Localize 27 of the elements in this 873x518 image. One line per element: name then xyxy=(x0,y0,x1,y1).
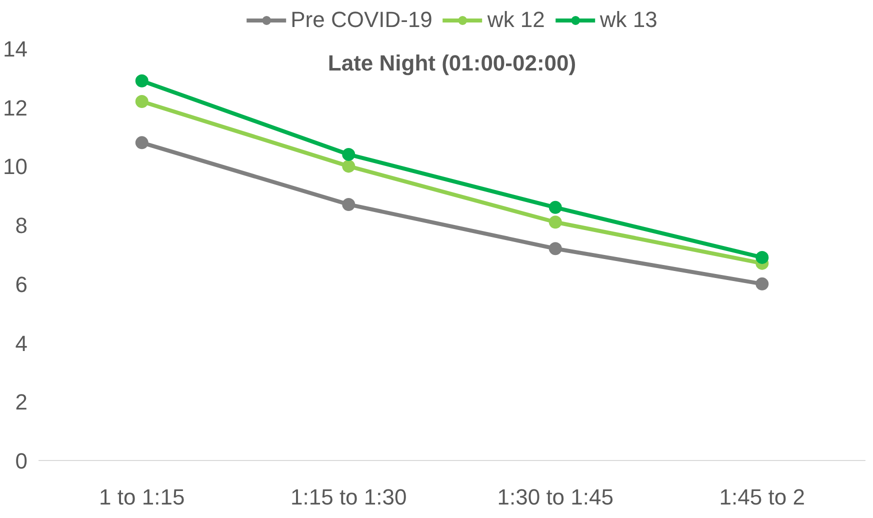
y-tick-label: 0 xyxy=(15,448,28,474)
point xyxy=(548,200,562,214)
legend-label: wk 12 xyxy=(487,7,545,33)
point xyxy=(342,160,356,173)
y-tick-label: 12 xyxy=(3,95,28,120)
point xyxy=(548,242,562,256)
point xyxy=(135,94,148,108)
legend-label: wk 13 xyxy=(600,7,658,33)
point xyxy=(342,198,356,211)
y-tick-label: 6 xyxy=(15,272,28,297)
y-tick-label: 8 xyxy=(15,213,28,238)
x-tick-label: 1:30 to 1:45 xyxy=(497,484,614,510)
y-tick-label: 14 xyxy=(3,36,28,62)
chart-title: Late Night (01:00-02:00) xyxy=(328,50,576,76)
point xyxy=(342,148,356,161)
point xyxy=(756,277,769,290)
x-tick-label: 1:15 to 1:30 xyxy=(290,484,407,510)
legend-label: Pre COVID-19 xyxy=(290,7,432,33)
y-tick-label: 4 xyxy=(15,330,28,356)
point xyxy=(135,136,148,150)
point xyxy=(756,250,769,264)
point xyxy=(548,216,562,229)
point xyxy=(135,74,148,88)
y-tick-label: 10 xyxy=(3,154,28,180)
x-tick-label: 1:45 to 2 xyxy=(719,484,805,510)
x-tick-label: 1 to 1:15 xyxy=(99,484,185,510)
y-tick-label: 2 xyxy=(15,390,28,415)
